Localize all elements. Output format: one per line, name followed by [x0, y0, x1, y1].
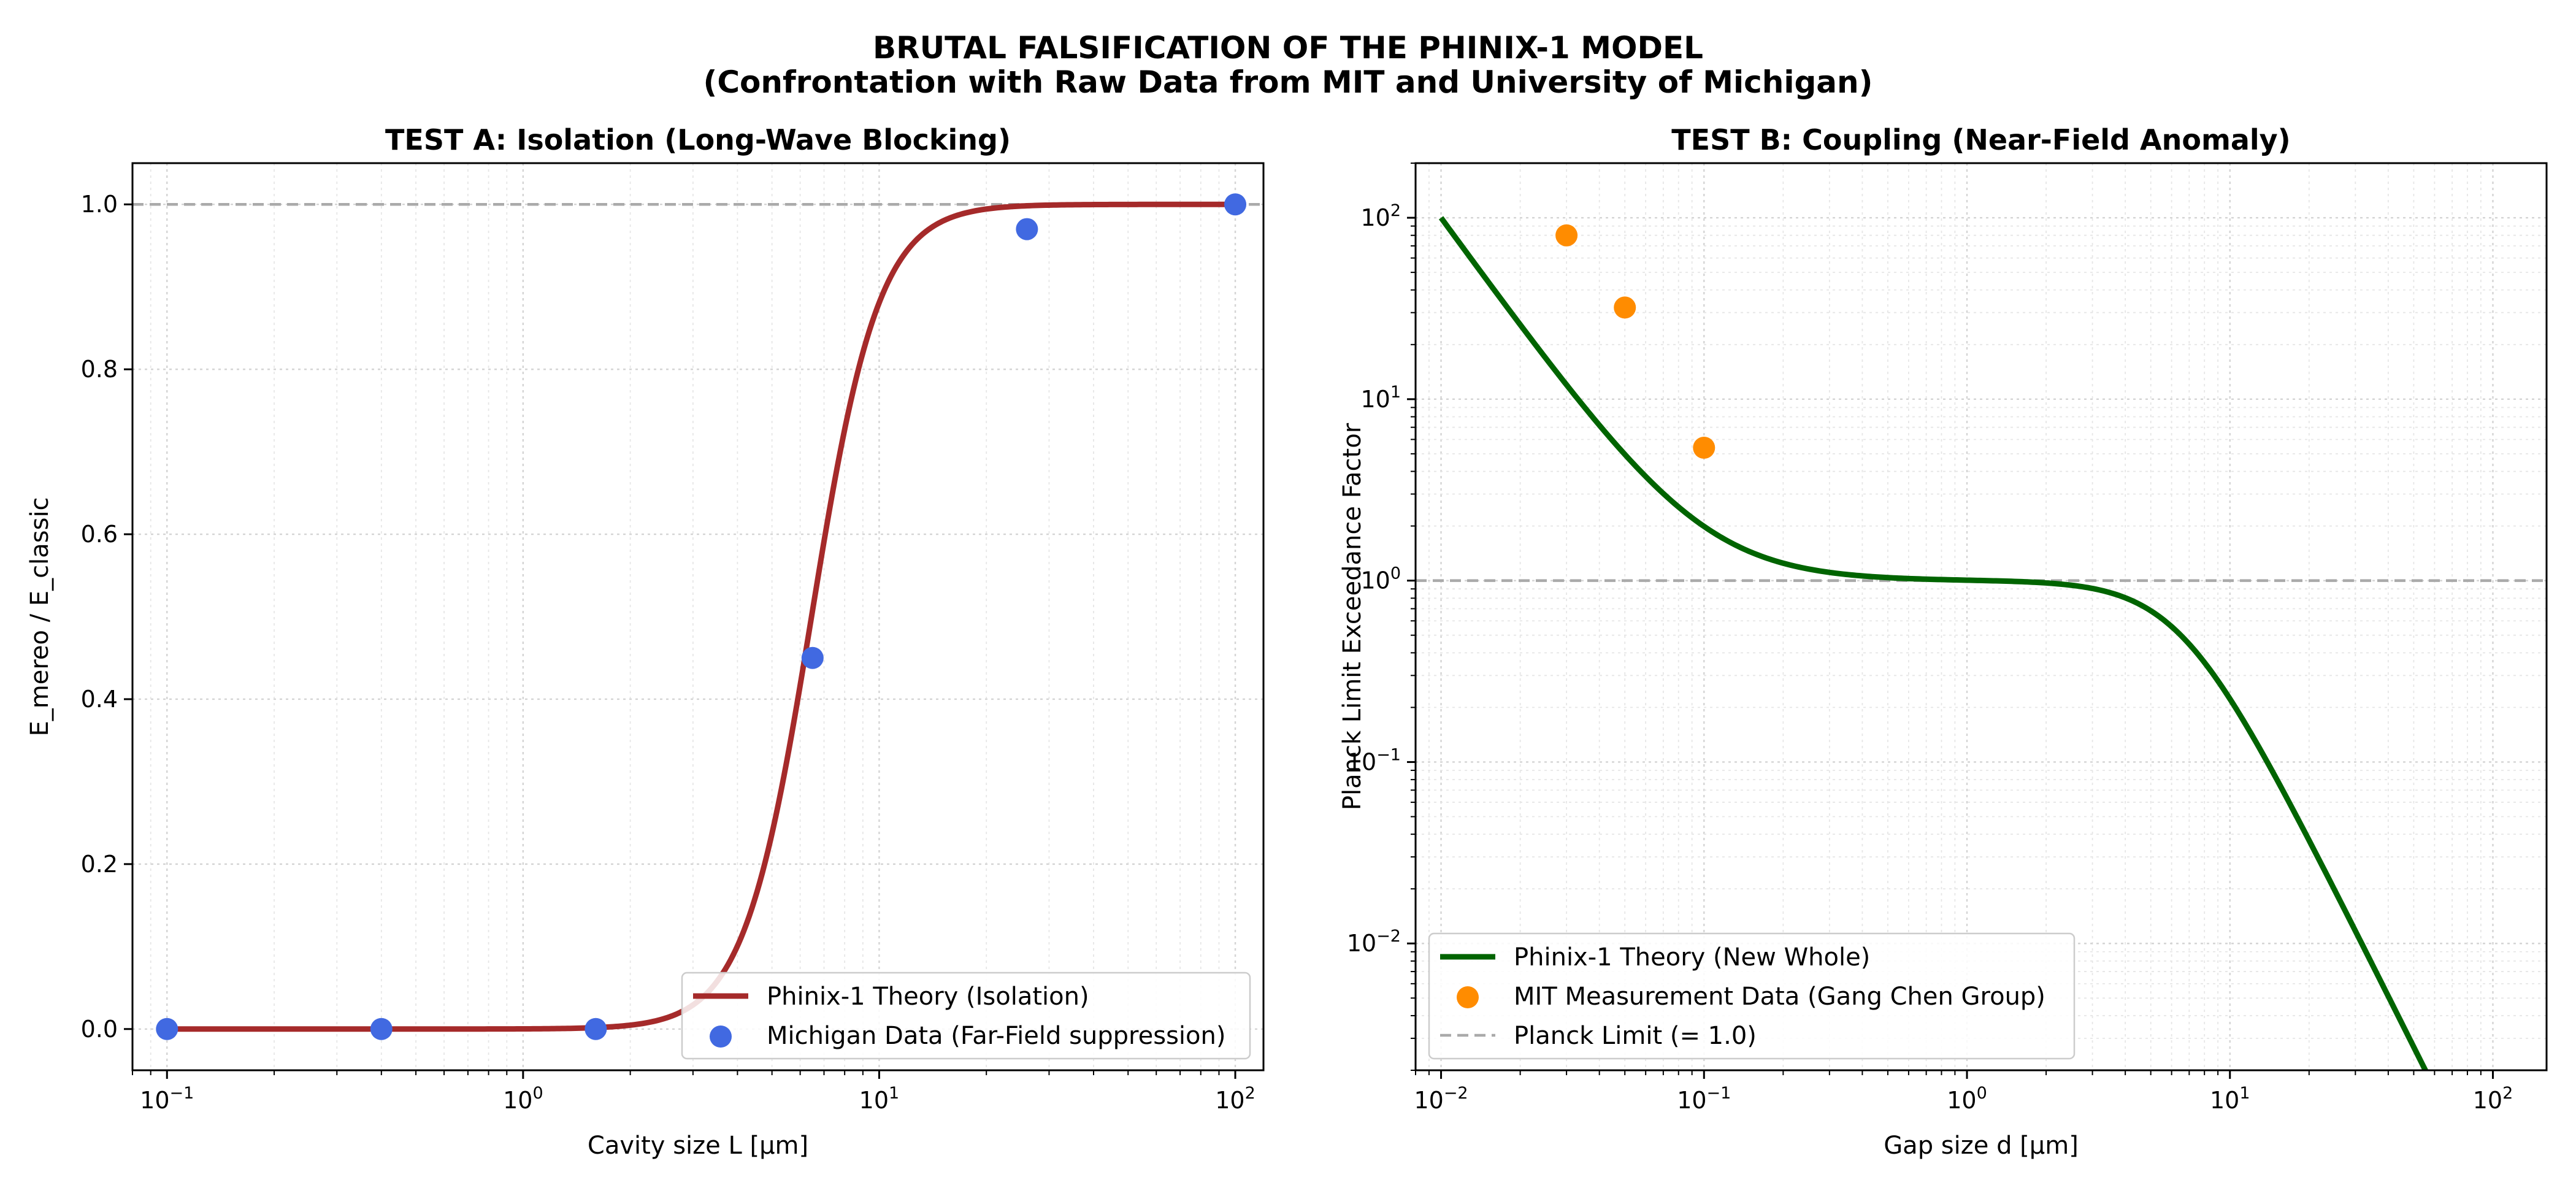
- axes-frame: [1414, 162, 2548, 1071]
- data-point: [585, 1018, 607, 1040]
- legend: Phinix-1 Theory (New Whole) MIT Measureme…: [1428, 932, 2076, 1060]
- y-tick-label: 0.2: [81, 851, 118, 878]
- plot-area: [156, 193, 1247, 1040]
- x-tick-label: 10−1: [1677, 1084, 1731, 1114]
- plot-area: [1438, 216, 2429, 1070]
- data-point: [1016, 218, 1038, 240]
- data-point: [801, 646, 824, 669]
- data-point: [1555, 224, 1578, 247]
- axes-title: TEST A: Isolation (Long-Wave Blocking): [385, 123, 1011, 156]
- chart-test-b: 10−2 10−1 100 101 102 10−2 10−1 100 101 102 TEST B…: [1338, 123, 2548, 1160]
- theory-curve-line: [1438, 216, 2429, 1070]
- legend-entry-label: Phinix-1 Theory (Isolation): [767, 983, 1089, 1011]
- x-axis-ticks: 10−1 100 101 102: [132, 1070, 1255, 1114]
- x-tick-label: 102: [1215, 1084, 1255, 1114]
- chart-test-a: 10−1 100 101 102 0.0 0.2 0.4 0.6 0.8 1.0 TEST A: I…: [26, 123, 1265, 1160]
- y-axis-label: E_mereo / E_classic: [26, 497, 54, 736]
- x-axis-ticks: 10−2 10−1 100 101 102: [1414, 1070, 2513, 1114]
- legend-marker-swatch: [710, 1025, 732, 1048]
- y-axis-ticks: 10−2 10−1 100 101 102: [1347, 163, 1416, 1071]
- legend-entry-label: Michigan Data (Far-Field suppression): [767, 1022, 1225, 1050]
- legend: Phinix-1 Theory (Isolation) Michigan Data…: [681, 972, 1251, 1060]
- figure-title-line2: (Confrontation with Raw Data from MIT an…: [703, 64, 1873, 100]
- x-tick-label: 10−2: [1414, 1084, 1468, 1114]
- legend-box: [681, 972, 1251, 1060]
- data-point: [1224, 193, 1247, 216]
- legend-marker-swatch: [1457, 986, 1479, 1008]
- legend-box: [1428, 932, 2076, 1060]
- x-tick-label: 101: [859, 1084, 900, 1114]
- axes-title: TEST B: Coupling (Near-Field Anomaly): [1671, 123, 2290, 156]
- y-tick-label: 10−1: [1347, 745, 1401, 775]
- axes-frame: [131, 162, 1265, 1071]
- figure-title-line1: BRUTAL FALSIFICATION OF THE PHINIX-1 MOD…: [872, 30, 1704, 66]
- y-tick-label: 10−2: [1347, 927, 1401, 957]
- legend-entry-label: Planck Limit (= 1.0): [1514, 1022, 1757, 1050]
- theory-curve-line: [167, 201, 1236, 1032]
- data-point: [1614, 296, 1636, 319]
- x-tick-label: 101: [2210, 1084, 2250, 1114]
- x-tick-label: 100: [503, 1084, 543, 1114]
- x-axis-label: Cavity size L [µm]: [588, 1132, 808, 1160]
- y-axis-label: Planck Limit Exceedance Factor: [1338, 423, 1367, 810]
- gridlines: [132, 163, 1263, 1070]
- data-point: [156, 1018, 178, 1040]
- x-tick-label: 100: [1947, 1084, 1987, 1114]
- x-tick-label: 10−1: [140, 1084, 194, 1114]
- y-tick-label: 102: [1360, 201, 1401, 231]
- data-point: [370, 1018, 393, 1040]
- legend-entry-label: MIT Measurement Data (Gang Chen Group): [1514, 983, 2045, 1011]
- y-tick-label: 1.0: [81, 191, 118, 218]
- y-tick-label: 100: [1360, 564, 1401, 594]
- x-tick-label: 102: [2473, 1084, 2513, 1114]
- y-tick-label: 0.8: [81, 356, 118, 383]
- y-tick-label: 0.4: [81, 686, 118, 713]
- y-tick-label: 101: [1360, 383, 1401, 413]
- legend-entry-label: Phinix-1 Theory (New Whole): [1514, 943, 1870, 972]
- y-tick-label: 0.0: [81, 1016, 118, 1043]
- x-axis-label: Gap size d [µm]: [1884, 1132, 2079, 1160]
- y-axis-ticks: 0.0 0.2 0.4 0.6 0.8 1.0: [81, 191, 132, 1043]
- y-tick-label: 0.6: [81, 521, 118, 548]
- data-point: [1693, 437, 1715, 459]
